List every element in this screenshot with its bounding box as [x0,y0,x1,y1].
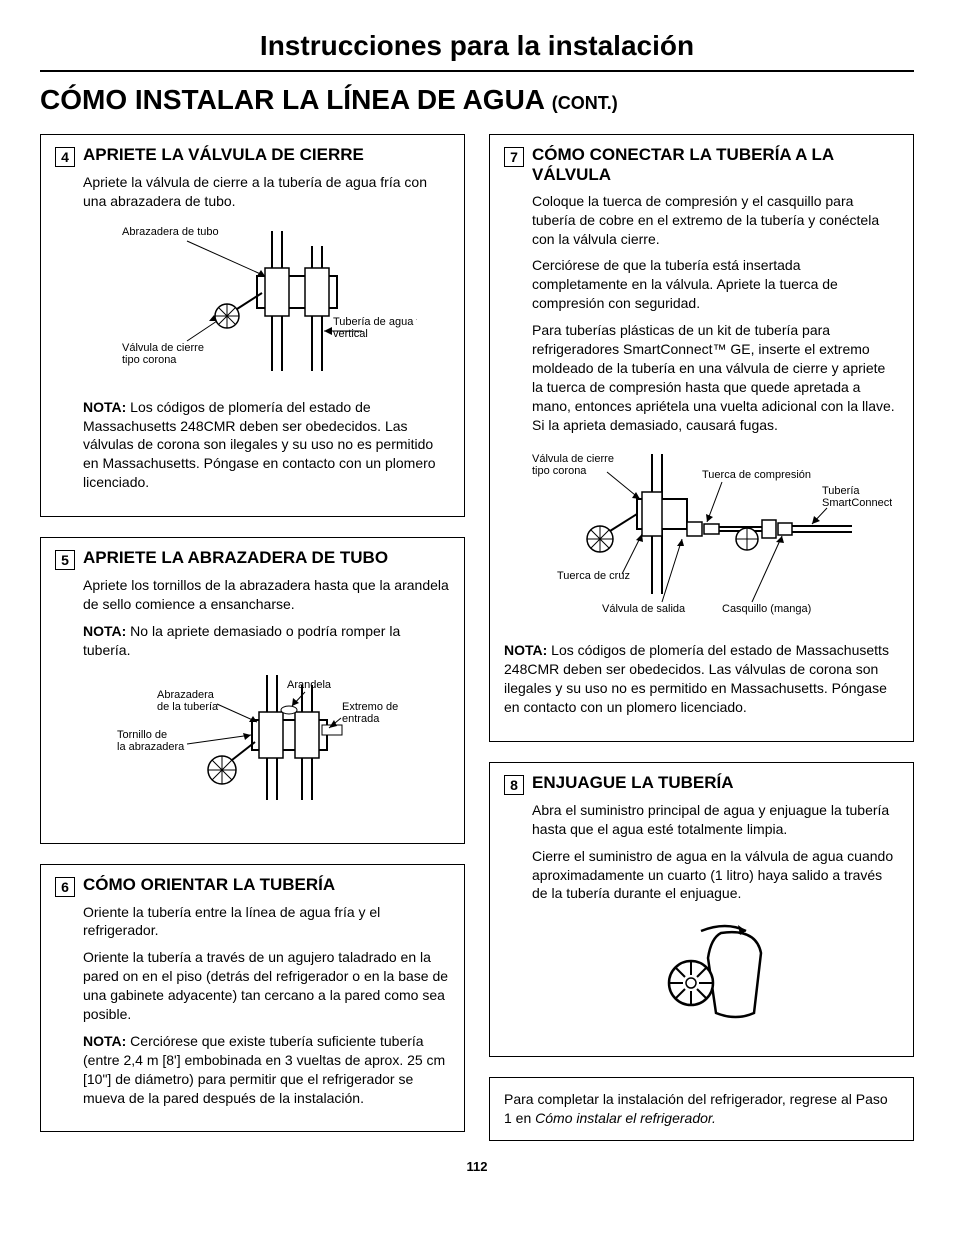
fig4-label-b2: tipo corona [122,354,177,366]
fig7-label-a1: Válvula de cierre [532,453,614,465]
fig4-label-c2: vertical [333,328,368,340]
step-4-note: NOTA: Los códigos de plomería del estado… [83,398,450,492]
step-8-p1: Abra el suministro principal de agua y e… [532,801,899,839]
step-5-p1: Apriete los tornillos de la abrazadera h… [83,576,450,614]
step-5-title: APRIETE LA ABRAZADERA DE TUBO [83,548,388,568]
step-4-p1: Apriete la válvula de cierre a la tuberí… [83,173,450,211]
fig7-label-e: Válvula de salida [602,603,686,615]
step-6-note-text: Cerciórese que existe tubería suficiente… [83,1033,445,1106]
step-7-note-text: Los códigos de plomería del estado de Ma… [504,642,889,715]
step-7-p2: Cerciórese de que la tubería está insert… [532,256,899,313]
fig5-label-b: Arandela [287,679,332,691]
step-5-figure: Abrazadera de la tubería Arandela Extrem… [83,670,450,815]
step-4-title: APRIETE LA VÁLVULA DE CIERRE [83,145,364,165]
section-title: CÓMO INSTALAR LA LÍNEA DE AGUA (CONT.) [40,84,914,116]
step-7-figure: Válvula de cierre tipo corona Tuerca de … [504,444,899,629]
note-label: NOTA: [83,1033,126,1049]
fig7-label-a2: tipo corona [532,465,587,477]
fig5-label-c2: entrada [342,713,380,725]
step-7-p3: Para tuberías plásticas de un kit de tub… [532,321,899,434]
step-7-body: Coloque la tuerca de compresión y el cas… [504,192,899,717]
step-5-note-text: No la apriete demasiado o podría romper … [83,623,400,658]
step-7-note: NOTA: Los códigos de plomería del estado… [504,641,899,717]
step-5-header: 5 APRIETE LA ABRAZADERA DE TUBO [55,548,450,570]
step-4-figure: Abrazadera de tubo Válvula de cierre tip… [83,221,450,386]
step-8-figure [532,913,899,1028]
section-title-cont: (CONT.) [552,93,618,113]
fig4-label-a: Abrazadera de tubo [122,226,219,238]
step-4-number: 4 [55,147,75,167]
fig4-label-c1: Tubería de agua fría [333,316,417,328]
note-label: NOTA: [83,399,126,415]
step-6-number: 6 [55,877,75,897]
step-7: 7 CÓMO CONECTAR LA TUBERÍA A LA VÁLVULA … [489,134,914,742]
section-title-text: CÓMO INSTALAR LA LÍNEA DE AGUA [40,84,544,115]
flush-valve-icon [646,913,786,1023]
step-5-note: NOTA: No la apriete demasiado o podría r… [83,622,450,660]
step-6-note: NOTA: Cerciórese que existe tubería sufi… [83,1032,450,1108]
fig4-label-b1: Válvula de cierre [122,342,204,354]
step-7-number: 7 [504,147,524,167]
step-5: 5 APRIETE LA ABRAZADERA DE TUBO Apriete … [40,537,465,843]
columns: 4 APRIETE LA VÁLVULA DE CIERRE Apriete l… [40,134,914,1141]
step-7-title: CÓMO CONECTAR LA TUBERÍA A LA VÁLVULA [532,145,899,186]
step-4-header: 4 APRIETE LA VÁLVULA DE CIERRE [55,145,450,167]
fig7-label-c1: Tubería [822,485,860,497]
right-column: 7 CÓMO CONECTAR LA TUBERÍA A LA VÁLVULA … [489,134,914,1141]
note-label: NOTA: [83,623,126,639]
step-5-number: 5 [55,550,75,570]
fig5-label-c1: Extremo de [342,701,398,713]
step-5-body: Apriete los tornillos de la abrazadera h… [55,576,450,814]
step-6: 6 CÓMO ORIENTAR LA TUBERÍA Oriente la tu… [40,864,465,1133]
final-note-box: Para completar la instalación del refrig… [489,1077,914,1141]
step-8-p2: Cierre el suministro de agua en la válvu… [532,847,899,904]
left-column: 4 APRIETE LA VÁLVULA DE CIERRE Apriete l… [40,134,465,1141]
step-8-number: 8 [504,775,524,795]
step-8-body: Abra el suministro principal de agua y e… [504,801,899,1028]
clamp-tighten-icon: Abrazadera de la tubería Arandela Extrem… [117,670,417,810]
fig7-label-f: Casquillo (manga) [722,603,811,615]
step-6-p2: Oriente la tubería a través de un agujer… [83,948,450,1024]
page-title: Instrucciones para la instalación [40,30,914,72]
note-label: NOTA: [504,642,547,658]
step-8-header: 8 ENJUAGUE LA TUBERÍA [504,773,899,795]
step-6-p1: Oriente la tubería entre la línea de agu… [83,903,450,941]
step-6-body: Oriente la tubería entre la línea de agu… [55,903,450,1108]
step-6-header: 6 CÓMO ORIENTAR LA TUBERÍA [55,875,450,897]
fig7-label-c2: SmartConnect™ [822,497,892,509]
fig5-label-a2: de la tubería [157,701,219,713]
valve-clamp-icon: Abrazadera de tubo Válvula de cierre tip… [117,221,417,381]
fig7-label-d: Tuerca de cruz [557,570,630,582]
fig5-label-a1: Abrazadera [157,689,215,701]
fig5-label-d2: la abrazadera [117,741,185,753]
step-7-p1: Coloque la tuerca de compresión y el cas… [532,192,899,249]
step-4: 4 APRIETE LA VÁLVULA DE CIERRE Apriete l… [40,134,465,517]
step-4-note-text: Los códigos de plomería del estado de Ma… [83,399,436,491]
fig7-label-b: Tuerca de compresión [702,469,811,481]
step-7-header: 7 CÓMO CONECTAR LA TUBERÍA A LA VÁLVULA [504,145,899,186]
fig5-label-d1: Tornillo de [117,729,167,741]
step-6-title: CÓMO ORIENTAR LA TUBERÍA [83,875,335,895]
step-4-body: Apriete la válvula de cierre a la tuberí… [55,173,450,492]
page-number: 112 [40,1159,914,1174]
step-8-title: ENJUAGUE LA TUBERÍA [532,773,734,793]
valve-connection-icon: Válvula de cierre tipo corona Tuerca de … [512,444,892,624]
step-8: 8 ENJUAGUE LA TUBERÍA Abra el suministro… [489,762,914,1057]
final-note-text-b: Cómo instalar el refrigerador. [535,1110,716,1126]
